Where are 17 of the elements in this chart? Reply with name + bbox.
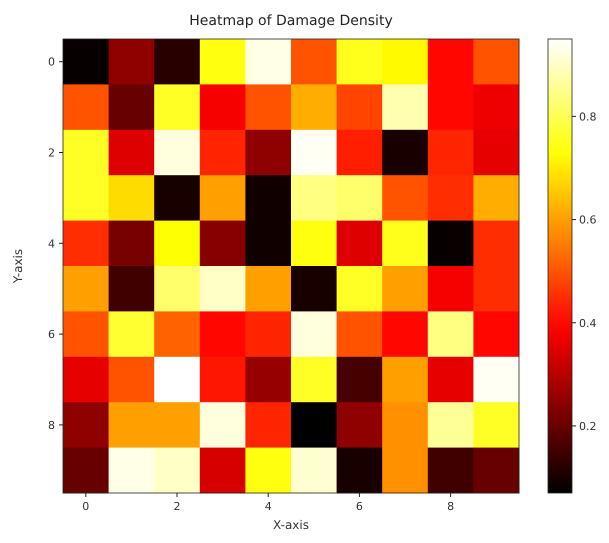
color-bar-label: 0.4: [579, 316, 596, 330]
chart-title: Heatmap of Damage Density: [189, 13, 393, 29]
color-bar-label: 0.2: [579, 420, 596, 433]
y-tick-label: 0: [48, 56, 55, 69]
x-tick-label: 0: [82, 500, 90, 513]
x-tick-label: 6: [356, 500, 363, 513]
x-tick-label: 2: [174, 500, 180, 513]
y-tick-label: 2: [48, 146, 55, 160]
x-tick-label: 8: [447, 500, 454, 513]
x-axis-title: X-axis: [273, 518, 309, 532]
x-tick-label: 4: [264, 500, 272, 513]
color-bar-label: 0.6: [579, 214, 596, 227]
y-axis-title: Y-axis: [11, 248, 25, 284]
y-tick-label: 8: [48, 418, 55, 432]
y-tick-label: 4: [48, 237, 55, 250]
color-bar-label: 0.8: [579, 110, 596, 124]
y-tick-label: 6: [48, 328, 55, 342]
